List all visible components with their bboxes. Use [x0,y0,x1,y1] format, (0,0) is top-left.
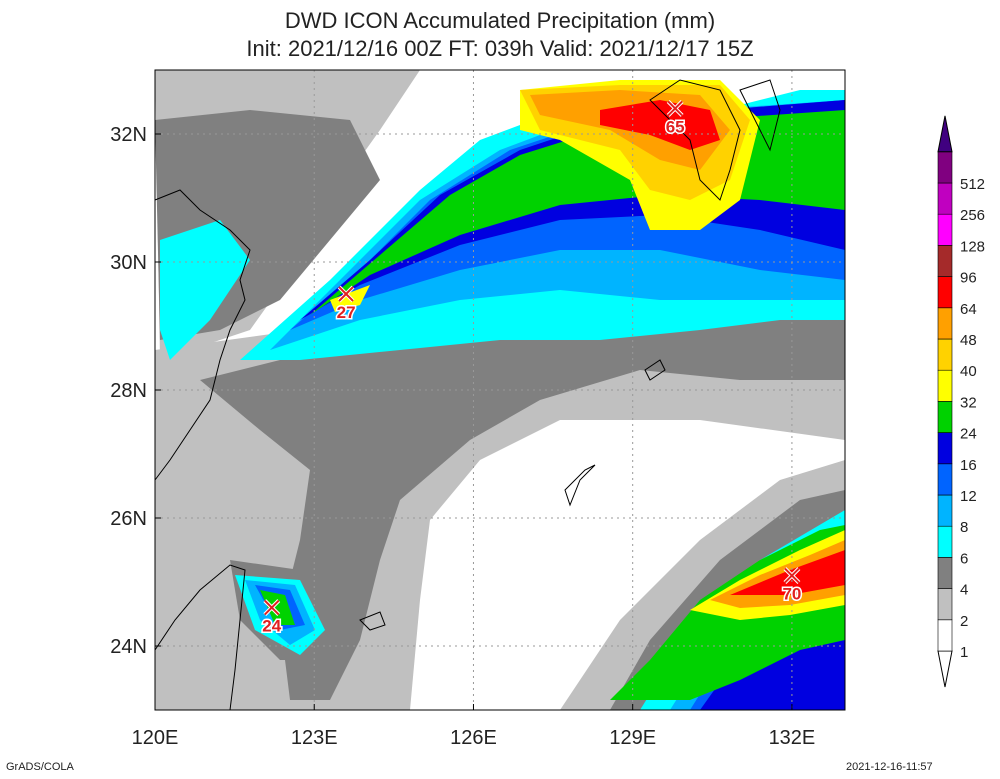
colorbar-segment [937,151,953,184]
colorbar-label: 2 [960,613,968,630]
lat-tick-label: 26N [110,508,147,530]
lat-tick-label: 32N [110,124,147,146]
maximum-marker: 65 [664,99,686,138]
lat-tick-label: 28N [110,380,147,402]
maximum-marker: 27 [335,285,357,324]
colorbar-segment [937,588,953,621]
colorbar-label: 128 [960,238,985,255]
colorbar-label: 8 [960,519,968,536]
colorbar-label: 12 [960,488,977,505]
colorbar-segment [937,619,953,652]
lon-tick-label: 120E [132,727,179,749]
colorbar-bottom-arrow [937,650,953,688]
lat-tick-label: 30N [110,252,147,274]
colorbar-label: 6 [960,550,968,567]
maximum-marker: 24 [261,599,283,637]
colorbar-segment [937,432,953,465]
lon-tick-label: 129E [609,727,656,749]
map-axes: 120E 123E 126E 129E 132E 24N 26N 28N 30N 32N [110,124,815,749]
colorbar-top-arrow [937,115,953,153]
colorbar-segment [937,245,953,277]
maximum-marker: 70 [781,567,803,605]
colorbar-segment [937,338,953,371]
precipitation-field [155,70,845,710]
colorbar-segment [937,401,953,433]
map-subtitle: Init: 2021/12/16 00Z FT: 039h Valid: 202… [246,36,754,61]
maximum-value: 27 [337,303,356,322]
colorbar-label: 4 [960,582,968,599]
lon-tick-label: 126E [450,727,497,749]
lon-tick-label: 132E [769,727,816,749]
colorbar-label: 1 [960,644,968,661]
colorbar-label: 24 [960,426,977,443]
colorbar-label: 96 [960,270,977,287]
colorbar-segment [937,494,953,527]
colorbar-segment [937,369,953,402]
credit-right: 2021-12-16-11:57 [846,761,933,773]
colorbar-label: 48 [960,332,977,349]
lat-tick-label: 24N [110,636,147,658]
lon-tick-label: 123E [291,727,338,749]
colorbar-segment [937,525,953,558]
colorbar-segment [937,463,953,496]
colorbar-segment [937,182,953,215]
colorbar-segment [937,213,953,246]
map-title: DWD ICON Accumulated Precipitation (mm) [284,8,716,33]
colorbar-label: 256 [960,207,985,224]
colorbar-label: 16 [960,457,977,474]
colorbar-label: 512 [960,176,985,193]
colorbar-segment [937,276,953,309]
colorbar-label: 32 [960,394,977,411]
colorbar-label: 40 [960,363,977,380]
maximum-value: 65 [666,117,685,136]
maximum-value: 70 [782,585,801,604]
colorbar-segment [937,307,953,340]
precipitation-maxima: 65 27 24 70 [261,99,803,637]
map-gridlines [155,70,845,710]
coastlines [154,79,781,711]
colorbar-segment [937,557,953,589]
credit-left: GrADS/COLA [6,761,74,773]
colorbar-label: 64 [960,301,977,318]
maximum-value: 24 [262,617,281,636]
